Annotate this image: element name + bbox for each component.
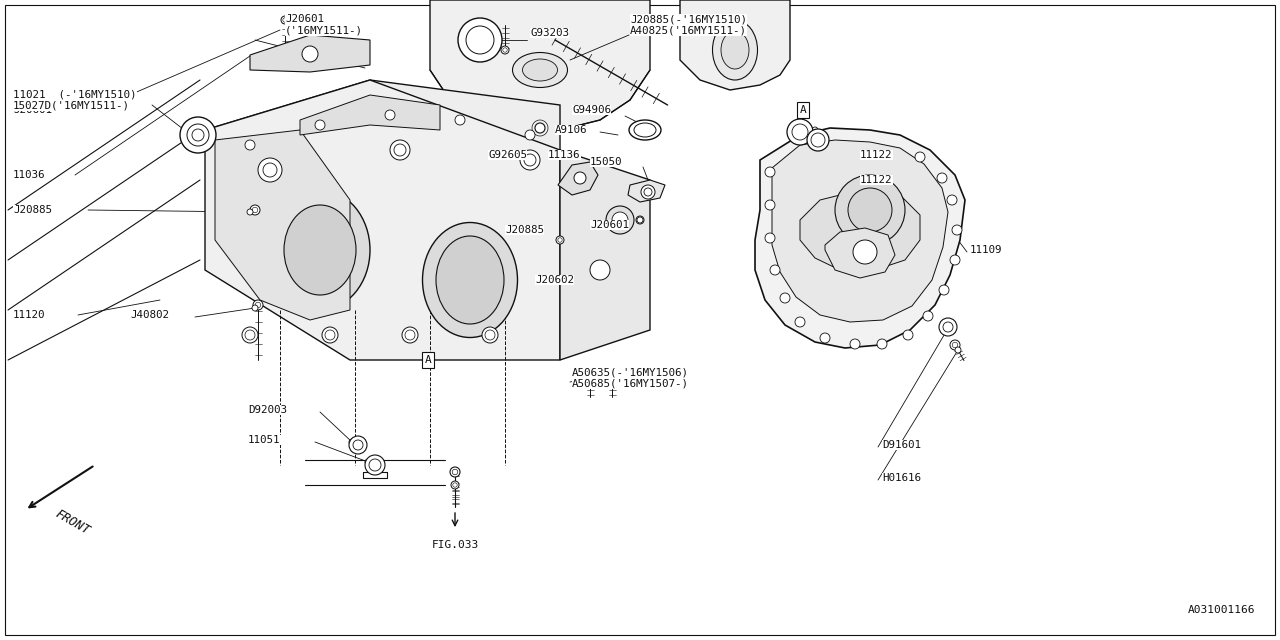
- Ellipse shape: [522, 59, 558, 81]
- Ellipse shape: [436, 236, 504, 324]
- Circle shape: [353, 440, 364, 450]
- Polygon shape: [755, 128, 965, 348]
- Text: G93203: G93203: [530, 28, 570, 38]
- Circle shape: [458, 18, 502, 62]
- Text: A: A: [425, 355, 431, 365]
- Text: H01616: H01616: [882, 473, 922, 483]
- Polygon shape: [300, 95, 440, 135]
- Circle shape: [242, 327, 259, 343]
- Circle shape: [451, 467, 460, 477]
- Circle shape: [385, 110, 396, 120]
- Circle shape: [835, 175, 905, 245]
- Circle shape: [955, 347, 961, 353]
- Text: J20885: J20885: [13, 205, 52, 215]
- Circle shape: [952, 225, 963, 235]
- Circle shape: [849, 188, 892, 232]
- Text: J20601
('16MY1511-): J20601 ('16MY1511-): [285, 14, 364, 36]
- Circle shape: [187, 124, 209, 146]
- Circle shape: [952, 342, 957, 348]
- Circle shape: [795, 317, 805, 327]
- Circle shape: [780, 293, 790, 303]
- Circle shape: [180, 117, 216, 153]
- Circle shape: [902, 330, 913, 340]
- Polygon shape: [680, 0, 790, 90]
- Circle shape: [252, 305, 259, 311]
- Circle shape: [543, 278, 548, 282]
- Text: FRONT: FRONT: [52, 507, 91, 537]
- Text: 11136: 11136: [548, 150, 581, 160]
- Circle shape: [915, 152, 925, 162]
- Circle shape: [787, 119, 813, 145]
- Circle shape: [771, 265, 780, 275]
- Text: 11021  (-'16MY1510)
15027D('16MY1511-): 11021 (-'16MY1510) 15027D('16MY1511-): [13, 89, 137, 111]
- Text: G94906: G94906: [572, 105, 611, 115]
- Circle shape: [590, 260, 611, 280]
- Circle shape: [608, 371, 616, 379]
- Circle shape: [644, 188, 652, 196]
- Text: A50635(-'16MY1506)
A50685('16MY1507-): A50635(-'16MY1506) A50685('16MY1507-): [572, 367, 689, 389]
- Ellipse shape: [284, 205, 356, 295]
- Circle shape: [483, 327, 498, 343]
- Circle shape: [940, 285, 948, 295]
- Circle shape: [877, 339, 887, 349]
- Circle shape: [556, 236, 564, 244]
- Circle shape: [250, 205, 260, 215]
- Ellipse shape: [721, 31, 749, 69]
- Circle shape: [641, 185, 655, 199]
- Circle shape: [262, 163, 276, 177]
- Ellipse shape: [270, 190, 370, 310]
- Polygon shape: [800, 190, 920, 270]
- Text: G92605: G92605: [488, 150, 527, 160]
- Circle shape: [636, 216, 644, 224]
- Circle shape: [244, 140, 255, 150]
- Text: A: A: [800, 105, 806, 115]
- Ellipse shape: [634, 123, 657, 137]
- Circle shape: [812, 127, 818, 133]
- Circle shape: [520, 150, 540, 170]
- Circle shape: [192, 129, 204, 141]
- Polygon shape: [250, 35, 370, 72]
- Circle shape: [306, 16, 314, 24]
- Circle shape: [586, 371, 594, 379]
- Circle shape: [950, 340, 960, 350]
- Circle shape: [637, 217, 643, 223]
- Circle shape: [369, 459, 381, 471]
- Text: A9106: A9106: [556, 125, 588, 135]
- Circle shape: [255, 302, 261, 308]
- Circle shape: [452, 469, 458, 475]
- Circle shape: [315, 120, 325, 130]
- Circle shape: [792, 124, 808, 140]
- Circle shape: [466, 26, 494, 54]
- Text: D91601: D91601: [882, 440, 922, 450]
- Text: 11120: 11120: [13, 310, 46, 320]
- Circle shape: [535, 123, 545, 133]
- Circle shape: [283, 18, 287, 22]
- Text: 11122: 11122: [860, 150, 892, 160]
- Circle shape: [365, 459, 371, 465]
- Circle shape: [611, 370, 617, 376]
- Circle shape: [390, 140, 410, 160]
- Ellipse shape: [512, 52, 567, 88]
- Text: J20885(-'16MY1510)
A40825('16MY1511-): J20885(-'16MY1510) A40825('16MY1511-): [630, 14, 748, 36]
- Text: J20885: J20885: [506, 225, 544, 235]
- Circle shape: [244, 330, 255, 340]
- Polygon shape: [430, 0, 650, 135]
- Text: D92003: D92003: [248, 405, 287, 415]
- Circle shape: [302, 46, 317, 62]
- Circle shape: [937, 173, 947, 183]
- Circle shape: [325, 330, 335, 340]
- Circle shape: [189, 133, 195, 139]
- Circle shape: [307, 18, 312, 22]
- Polygon shape: [205, 80, 561, 360]
- Circle shape: [365, 455, 385, 475]
- Text: J20602: J20602: [535, 275, 573, 285]
- Circle shape: [394, 144, 406, 156]
- Text: A031001166: A031001166: [1188, 605, 1254, 615]
- Circle shape: [252, 207, 257, 212]
- Circle shape: [947, 322, 954, 328]
- Ellipse shape: [422, 223, 517, 337]
- Text: 11051: 11051: [248, 435, 280, 445]
- Ellipse shape: [628, 120, 660, 140]
- Circle shape: [247, 209, 253, 215]
- Circle shape: [637, 218, 643, 222]
